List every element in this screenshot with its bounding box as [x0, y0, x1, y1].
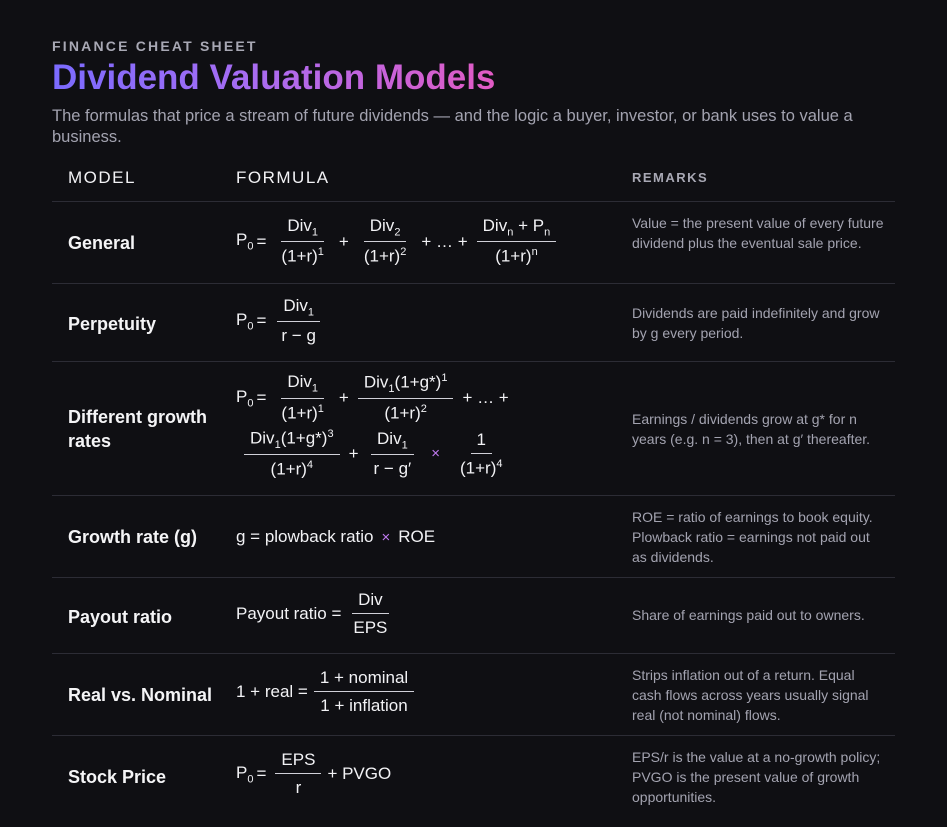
table-row-different-growth: Different growth rates P0 = Div1 (1+r)1 … [52, 362, 895, 496]
fraction: Divn + Pn (1+r)n [476, 216, 557, 267]
page-title: Dividend Valuation Models [52, 58, 496, 97]
remark-text: Earnings / dividends grow at g* for n ye… [632, 411, 871, 447]
formula-term: P0 [236, 230, 254, 253]
multiply-sign: × [431, 445, 440, 463]
formula-stock-price: P0 = EPS r + PVGO [236, 750, 392, 798]
table-row-payout-ratio: Payout ratio Payout ratio = Div EPS Shar… [52, 578, 895, 654]
fraction: 1 (1+r)4 [459, 429, 503, 478]
fraction: 1 + nominal 1 + inflation [313, 668, 415, 716]
remark-text: EPS/r is the value at a no-growth policy… [632, 749, 881, 805]
formula-growth-line2: Div1(1+g*)3 (1+r)4 + Div1 r − g′ × 1 (1+… [238, 428, 514, 480]
table-header: MODEL FORMULA REMARKS [52, 156, 895, 202]
page-subtitle: The formulas that price a stream of futu… [52, 107, 853, 146]
column-header-remarks: REMARKS [632, 170, 709, 185]
fraction: Div EPS [352, 590, 389, 637]
column-header-model: MODEL [68, 168, 136, 187]
fraction: Div1 (1+r)1 [281, 216, 324, 267]
table-row-stock-price: Stock Price P0 = EPS r + PVGO EPS/r is t… [52, 736, 895, 818]
remark-text: Dividends are paid indefinitely and grow… [632, 305, 880, 341]
fraction: EPS r [275, 750, 322, 798]
column-header-formula: FORMULA [236, 168, 330, 187]
model-name: Growth rate (g) [68, 527, 197, 547]
formula-real-nominal: 1 + real = 1 + nominal 1 + inflation [236, 668, 420, 716]
fraction: Div1(1+g*)3 (1+r)4 [244, 428, 340, 480]
remark-text: Value = the present value of every futur… [632, 215, 884, 251]
model-name: Different growth rates [68, 407, 207, 451]
fraction: Div1 (1+r)1 [281, 372, 324, 423]
formula-perpetuity: P0 = Div1 r − g [236, 296, 328, 346]
table-row-growth-rate: Growth rate (g) g = plowback ratio × ROE… [52, 496, 895, 578]
formula-general: P0 = Div1 (1+r)1 + Div2 (1+r)2 + … + Div… [236, 216, 562, 267]
remark-text: Share of earnings paid out to owners. [632, 607, 865, 623]
formula-growth-rate: g = plowback ratio × ROE [236, 527, 436, 546]
remark-text: ROE = ratio of earnings to book equity. … [632, 509, 873, 565]
formula-table: MODEL FORMULA REMARKS General P0 = Div1 … [52, 156, 895, 818]
model-name: Perpetuity [68, 314, 157, 334]
remark-text: Strips inflation out of a return. Equal … [632, 667, 869, 723]
table-row-real-nominal: Real vs. Nominal 1 + real = 1 + nominal … [52, 654, 895, 736]
formula-payout: Payout ratio = Div EPS [236, 590, 399, 638]
formula-growth-line1: P0 = Div1 (1+r)1 + Div1(1+g*)1 (1+r)2 + … [236, 372, 509, 424]
fraction: Div1 r − g′ [368, 429, 418, 479]
model-name: General [68, 233, 136, 253]
eyebrow: FINANCE CHEAT SHEET [52, 38, 258, 54]
multiply-sign: × [381, 528, 391, 546]
fraction: Div1(1+g*)1 (1+r)2 [357, 372, 454, 424]
fraction: Div2 (1+r)2 [363, 216, 407, 267]
model-name: Stock Price [68, 767, 167, 787]
table-row-perpetuity: Perpetuity P0 = Div1 r − g Dividends are… [52, 284, 895, 362]
fraction: Div1 r − g [275, 296, 322, 346]
table-row-general: General P0 = Div1 (1+r)1 + Div2 (1+r)2 +… [52, 202, 895, 284]
model-name: Payout ratio [68, 607, 173, 627]
model-name: Real vs. Nominal [68, 685, 213, 705]
